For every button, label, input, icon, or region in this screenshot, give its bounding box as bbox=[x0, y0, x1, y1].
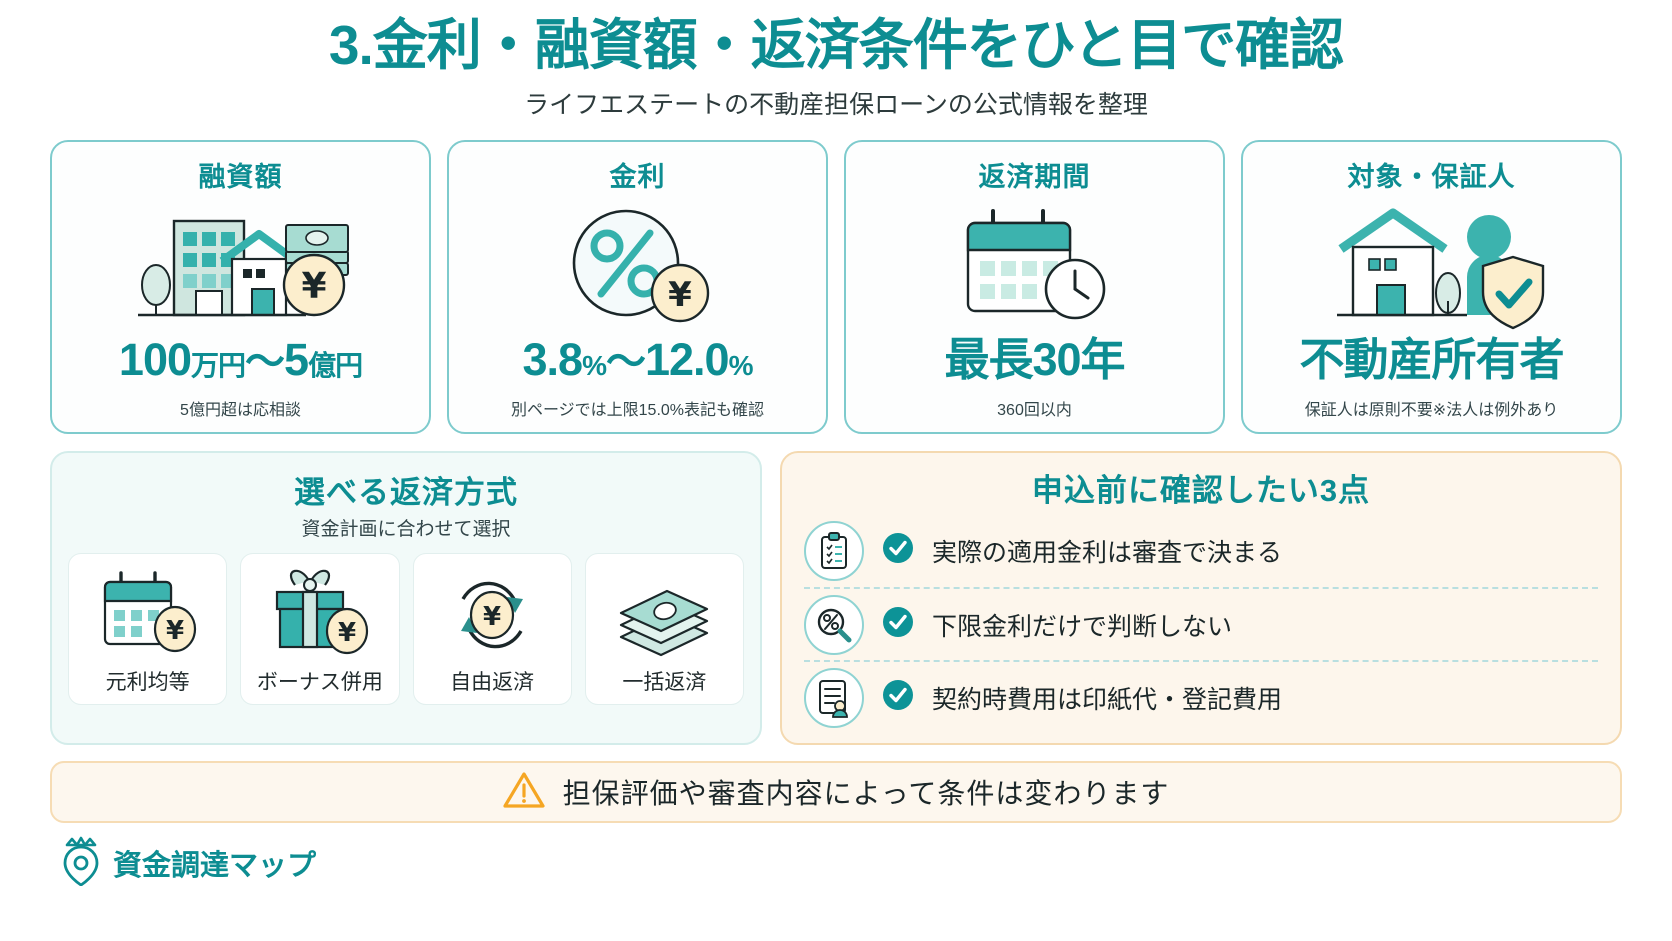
method-label: 元利均等 bbox=[105, 671, 190, 695]
header: 3.金利・融資額・返済条件をひと目で確認 ライフエステートの不動産担保ローンの公… bbox=[50, 0, 1622, 121]
pre-application-checks-panel: 申込前に確認したい3点 bbox=[780, 451, 1622, 746]
check-list-item: 契約時費用は印紙代・登記費用 bbox=[804, 660, 1598, 733]
check-circle-icon bbox=[882, 679, 914, 716]
crowned-map-pin-icon bbox=[60, 834, 102, 891]
stat-card-note: 別ページでは上限15.0%表記も確認 bbox=[510, 402, 765, 420]
check-list: 実際の適用金利は審査で決まる bbox=[804, 514, 1598, 733]
clipboard-check-icon bbox=[804, 520, 864, 581]
svg-text:¥: ¥ bbox=[483, 602, 501, 632]
stat-card-value: 3.8%〜12.0% bbox=[522, 334, 754, 386]
method-card-equal-payment[interactable]: ¥ 元利均等 bbox=[68, 553, 228, 706]
check-item-text: 下限金利だけで判断しない bbox=[932, 612, 1233, 641]
panel-subtitle: 資金計画に合わせて選択 bbox=[301, 519, 511, 541]
building-house-cash-icon: ¥ bbox=[60, 194, 421, 337]
cycle-yen-icon: ¥ bbox=[437, 564, 547, 666]
page-title: 3.金利・融資額・返済条件をひと目で確認 bbox=[328, 14, 1344, 76]
stat-card-value: 不動産所有者 bbox=[1299, 334, 1564, 386]
calendar-clock-icon bbox=[854, 194, 1215, 337]
page-subtitle: ライフエステートの不動産担保ローンの公式情報を整理 bbox=[524, 91, 1148, 120]
stat-card-title: 融資額 bbox=[198, 162, 283, 193]
stat-card-row: 融資額 bbox=[50, 140, 1622, 435]
magnifier-percent-icon bbox=[804, 594, 864, 655]
panel-title: 申込前に確認したい3点 bbox=[1031, 473, 1371, 509]
house-person-shield-icon bbox=[1251, 194, 1612, 337]
method-label: ボーナス併用 bbox=[256, 671, 383, 695]
cash-stack-icon bbox=[609, 564, 719, 666]
check-list-item: 下限金利だけで判断しない bbox=[804, 587, 1598, 660]
svg-text:¥: ¥ bbox=[668, 275, 692, 315]
panel-title: 選べる返済方式 bbox=[294, 475, 518, 511]
stat-card-note: 保証人は原則不要※法人は例外あり bbox=[1304, 402, 1559, 420]
percent-yen-icon: ¥ bbox=[457, 194, 818, 337]
footer: 資金調達マップ bbox=[50, 834, 1622, 891]
check-item-text: 契約時費用は印紙代・登記費用 bbox=[932, 685, 1283, 714]
mid-panel-row: 選べる返済方式 資金計画に合わせて選択 bbox=[50, 451, 1622, 746]
document-person-icon bbox=[804, 667, 864, 728]
method-grid: ¥ 元利均等 bbox=[68, 553, 744, 706]
stat-card-repayment-period: 返済期間 bbox=[844, 140, 1225, 435]
svg-text:¥: ¥ bbox=[166, 616, 184, 646]
stat-card-loan-amount: 融資額 bbox=[50, 140, 431, 435]
stat-card-value: 100万円〜5億円 bbox=[118, 334, 363, 386]
stat-card-note: 360回以内 bbox=[997, 402, 1072, 420]
stat-card-title: 金利 bbox=[609, 162, 666, 193]
stat-card-note: 5億円超は応相談 bbox=[180, 402, 301, 420]
method-label: 一括返済 bbox=[622, 671, 707, 695]
warning-triangle-icon bbox=[503, 771, 545, 814]
stat-card-title: 対象・保証人 bbox=[1347, 162, 1516, 193]
method-label: 自由返済 bbox=[450, 671, 535, 695]
check-item-text: 実際の適用金利は審査で決まる bbox=[932, 538, 1283, 567]
stat-card-eligibility: 対象・保証人 bbox=[1241, 140, 1622, 435]
stat-card-value: 最長30年 bbox=[944, 334, 1125, 386]
warning-banner: 担保評価や審査内容によって条件は変わります bbox=[50, 761, 1622, 824]
svg-text:¥: ¥ bbox=[338, 618, 356, 648]
stat-card-title: 返済期間 bbox=[978, 162, 1091, 193]
method-card-lump-sum[interactable]: 一括返済 bbox=[584, 553, 744, 706]
method-card-free-repayment[interactable]: ¥ 自由返済 bbox=[412, 553, 572, 706]
repayment-methods-panel: 選べる返済方式 資金計画に合わせて選択 bbox=[50, 451, 762, 746]
check-list-item: 実際の適用金利は審査で決まる bbox=[804, 514, 1598, 587]
check-circle-icon bbox=[882, 606, 914, 643]
brand-name: 資金調達マップ bbox=[113, 849, 317, 882]
calendar-yen-icon: ¥ bbox=[93, 564, 203, 666]
warning-text: 担保評価や審査内容によって条件は変わります bbox=[562, 778, 1170, 810]
check-circle-icon bbox=[882, 532, 914, 569]
gift-yen-icon: ¥ bbox=[265, 564, 375, 666]
svg-text:¥: ¥ bbox=[301, 266, 326, 307]
stat-card-interest-rate: 金利 ¥ 3.8%〜12.0% 別ページでは上限15.0%表記も確認 bbox=[447, 140, 828, 435]
method-card-bonus-payment[interactable]: ¥ ボーナス併用 bbox=[240, 553, 400, 706]
